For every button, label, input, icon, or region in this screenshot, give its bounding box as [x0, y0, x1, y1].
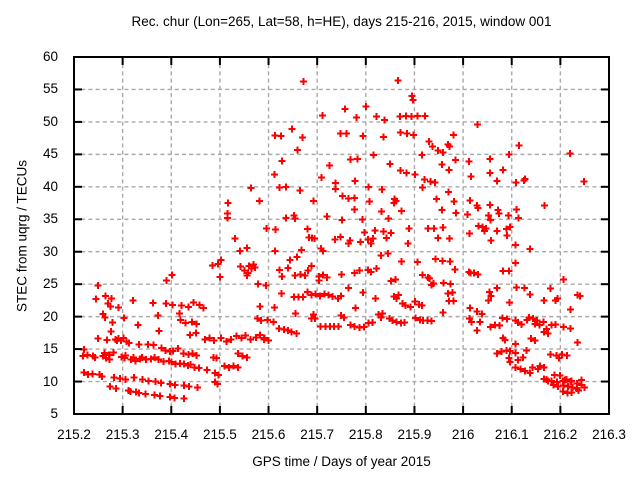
scatter-points	[79, 77, 588, 402]
y-tick-label: 50	[42, 113, 58, 129]
y-tick-label: 60	[42, 49, 58, 64]
y-tick-label: 25	[42, 276, 58, 292]
x-tick-label: 216.1	[494, 427, 529, 442]
y-tick-label: 40	[42, 178, 58, 194]
x-tick-label: 215.3	[105, 427, 140, 442]
x-tick-label: 215.4	[154, 427, 189, 442]
y-axis-label: STEC from uqrg / TECUs	[14, 159, 30, 312]
y-tick-label: 35	[42, 211, 58, 227]
y-tick-label: 30	[42, 243, 58, 259]
x-tick-label: 215.8	[348, 427, 383, 442]
y-tick-label: 45	[42, 146, 58, 162]
x-axis-label: GPS time / Days of year 2015	[252, 454, 431, 469]
y-tick-label: 15	[42, 341, 58, 357]
y-tick-label: 20	[42, 308, 58, 324]
y-tick-label: 10	[42, 373, 58, 389]
chart-title: Rec. chur (Lon=265, Lat=58, h=HE), days …	[131, 14, 552, 29]
plot-border	[73, 56, 610, 415]
x-tick-label: 215.7	[300, 427, 335, 442]
x-tick-label: 216.3	[592, 427, 626, 442]
x-tick-label: 215.5	[203, 427, 237, 442]
x-tick-label: 215.9	[397, 427, 432, 442]
x-tick-label: 215.6	[251, 427, 286, 442]
x-tick-label: 216.2	[543, 427, 578, 442]
x-tick-label: 215.2	[57, 427, 91, 442]
x-tick-label: 216	[451, 427, 475, 442]
y-tick-label: 5	[50, 406, 58, 421]
y-tick-label: 55	[42, 81, 58, 97]
